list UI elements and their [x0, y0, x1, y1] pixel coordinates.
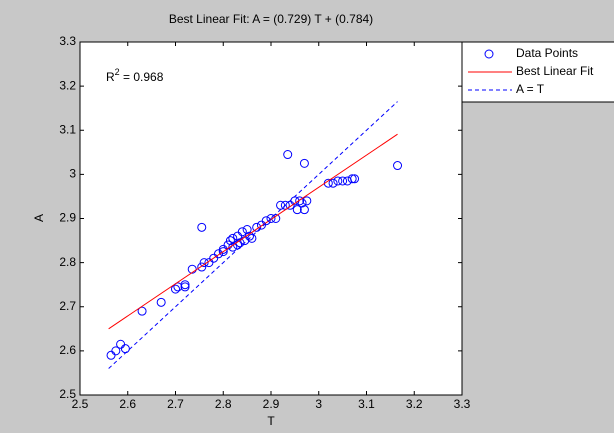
x-tick-label: 3.1: [358, 397, 375, 411]
data-point: [111, 346, 121, 356]
data-point: [292, 205, 302, 215]
x-tick-label: 2.5: [72, 397, 89, 411]
annotation-sup: 2: [115, 67, 120, 77]
chart-title: Best Linear Fit: A = (0.729) T + (0.784): [169, 12, 373, 26]
y-tick-label: 2.6: [59, 343, 76, 357]
data-point: [299, 205, 309, 215]
data-point: [180, 282, 190, 292]
data-point: [302, 196, 312, 206]
data-point: [197, 262, 207, 272]
data-point: [247, 233, 257, 243]
x-tick-label: 3.2: [406, 397, 423, 411]
data-point: [197, 222, 207, 232]
data-point: [295, 196, 305, 206]
data-point: [242, 225, 252, 235]
x-tick-label: 2.7: [167, 397, 184, 411]
y-tick-label: 3.2: [59, 78, 76, 92]
line-series: [108, 133, 398, 330]
annotation: R2 = 0.968: [106, 67, 164, 84]
x-tick-label: 2.6: [119, 397, 136, 411]
y-tick-label: 3.1: [59, 122, 76, 136]
data-point: [252, 222, 262, 232]
data-point: [228, 242, 238, 252]
data-point: [180, 280, 190, 290]
data-point: [237, 227, 247, 237]
data-point: [156, 297, 166, 307]
data-point: [328, 178, 338, 188]
y-tick-label: 3: [69, 167, 76, 181]
data-point: [225, 236, 235, 246]
data-point: [228, 233, 238, 243]
data-point: [393, 161, 403, 171]
data-point: [261, 216, 271, 226]
legend-label: Best Linear Fit: [516, 64, 594, 78]
x-tick-label: 3: [315, 397, 322, 411]
x-tick-label: 3.3: [454, 397, 471, 411]
legend-marker: [484, 49, 494, 59]
y-axis-label: A: [32, 214, 46, 222]
line-series: [108, 101, 398, 369]
legend-label: Data Points: [516, 46, 578, 60]
y-tick-label: 2.5: [59, 387, 76, 401]
y-tick-label: 2.7: [59, 299, 76, 313]
data-point: [350, 174, 360, 184]
y-tick-label: 2.9: [59, 211, 76, 225]
data-point: [218, 247, 228, 257]
axes-box: [79, 41, 463, 396]
x-tick-label: 2.8: [215, 397, 232, 411]
data-point: [338, 176, 348, 186]
data-point: [283, 150, 293, 160]
annotation-base: R: [106, 70, 115, 84]
data-point: [347, 174, 357, 184]
y-tick-label: 2.8: [59, 255, 76, 269]
data-point: [299, 158, 309, 168]
data-point: [333, 176, 343, 186]
annotation-rest: = 0.968: [120, 70, 164, 84]
data-point: [266, 214, 276, 223]
data-point: [137, 306, 147, 316]
data-point: [171, 284, 180, 294]
x-axis-label: T: [267, 414, 275, 428]
data-point: [199, 258, 209, 268]
x-tick-label: 2.9: [263, 397, 280, 411]
legend-label: A = T: [516, 82, 545, 96]
y-tick-label: 3.3: [59, 34, 76, 48]
